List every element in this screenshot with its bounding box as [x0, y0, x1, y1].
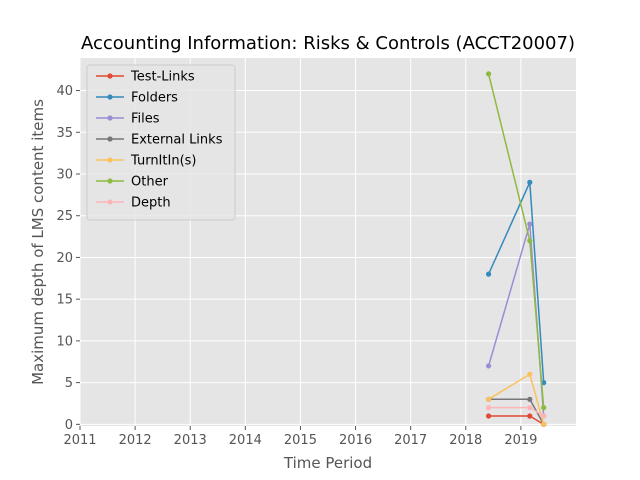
x-tick-label: 2014 — [229, 433, 262, 448]
legend-item: External Links — [96, 133, 223, 148]
y-axis-label: Maximum depth of LMS content items — [29, 99, 47, 385]
legend-swatch-marker — [107, 199, 113, 205]
data-point — [485, 405, 492, 411]
data-point — [527, 371, 533, 377]
x-tick-label: 2016 — [339, 433, 372, 448]
series-depth — [485, 405, 547, 419]
legend-label: Files — [131, 112, 160, 127]
x-tick-label: 2012 — [119, 433, 152, 448]
y-tick-label: 0 — [65, 418, 73, 433]
data-point — [541, 405, 547, 411]
y-tick-label: 5 — [65, 376, 73, 391]
legend-item: Other — [96, 175, 169, 190]
y-axis: 0 5 10 15 20 25 30 35 40 — [56, 84, 80, 433]
data-point — [527, 413, 533, 419]
x-tick-label: 2017 — [394, 433, 427, 448]
y-tick-label: 40 — [56, 84, 73, 99]
x-axis: 2011 2012 2013 2014 2015 2016 2017 2018 2019 — [63, 426, 537, 448]
legend-swatch-marker — [107, 115, 113, 121]
y-tick-label: 25 — [56, 209, 73, 224]
data-point — [541, 421, 547, 427]
data-point — [527, 179, 533, 185]
data-point — [485, 363, 492, 369]
y-tick-label: 35 — [56, 126, 73, 141]
y-tick-label: 10 — [56, 334, 73, 349]
legend-label: Other — [131, 175, 169, 190]
legend-swatch-marker — [107, 94, 113, 100]
legend-swatch-marker — [107, 178, 113, 184]
legend-item: TurnItIn(s) — [96, 154, 196, 169]
chart-title: Accounting Information: Risks & Controls… — [81, 33, 575, 54]
y-tick-label: 30 — [56, 167, 73, 182]
data-point — [541, 413, 547, 419]
legend-label: Depth — [131, 196, 171, 211]
data-point — [485, 413, 492, 419]
x-tick-label: 2011 — [63, 433, 96, 448]
legend-item: Files — [96, 112, 160, 127]
series-other — [485, 71, 547, 411]
x-tick-label: 2013 — [174, 433, 207, 448]
x-axis-label: Time Period — [283, 454, 372, 472]
y-tick-label: 20 — [56, 251, 73, 266]
legend-swatch-marker — [107, 73, 113, 79]
data-point — [485, 71, 492, 77]
legend-item: Depth — [96, 196, 171, 211]
data-point — [527, 221, 533, 227]
legend-item: Folders — [96, 91, 178, 106]
legend: Test-Links Folders Files External Links Turn… — [86, 64, 236, 221]
y-tick-label: 15 — [56, 293, 73, 308]
data-point — [527, 238, 533, 244]
data-point — [527, 405, 533, 411]
x-tick-label: 2015 — [284, 433, 317, 448]
legend-label: External Links — [131, 133, 223, 148]
legend-swatch-marker — [107, 136, 113, 142]
legend-label: Test-Links — [130, 70, 195, 85]
legend-label: TurnItIn(s) — [130, 154, 196, 169]
x-tick-label: 2018 — [449, 433, 482, 448]
series-group — [485, 71, 547, 427]
data-point — [485, 396, 492, 402]
x-tick-label: 2019 — [504, 433, 537, 448]
data-point — [485, 271, 492, 277]
legend-label: Folders — [131, 91, 178, 106]
legend-swatch-marker — [107, 157, 113, 163]
legend-item: Test-Links — [96, 70, 195, 85]
series-turnitin-s — [485, 371, 547, 427]
data-point — [527, 396, 533, 402]
